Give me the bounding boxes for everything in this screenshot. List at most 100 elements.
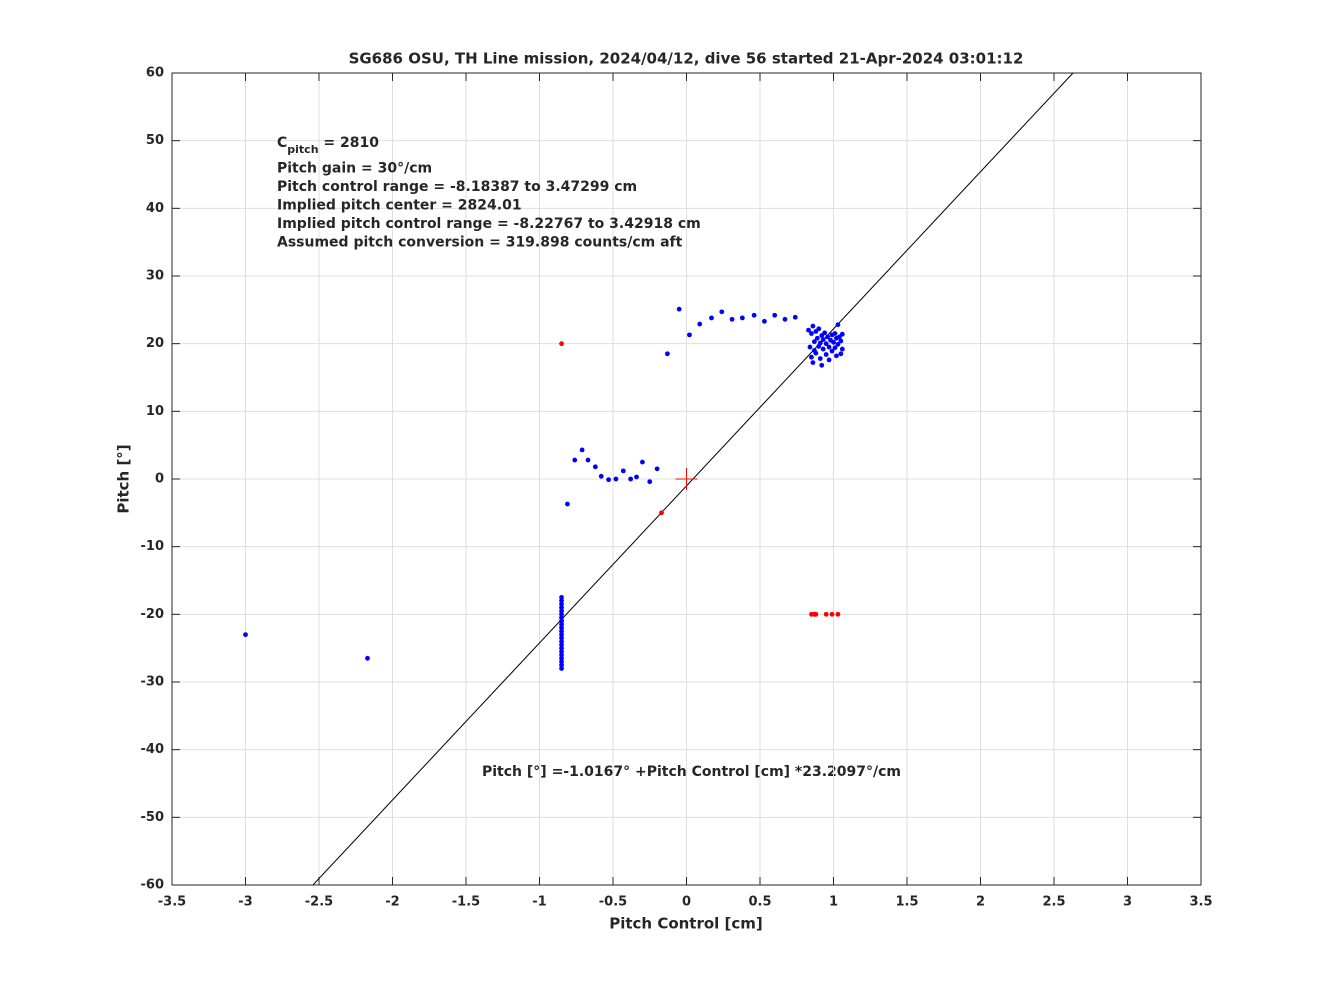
data-point bbox=[592, 464, 598, 470]
x-tick-label: -0.5 bbox=[599, 895, 627, 910]
data-point bbox=[559, 611, 564, 617]
data-point bbox=[813, 350, 819, 356]
data-point bbox=[819, 362, 825, 368]
data-point bbox=[835, 322, 841, 328]
x-tick-label: 3.5 bbox=[1189, 895, 1212, 910]
data-point bbox=[832, 331, 838, 336]
data-point bbox=[585, 457, 591, 463]
y-tick-label: 40 bbox=[146, 201, 164, 216]
data-point bbox=[820, 346, 826, 352]
data-point bbox=[243, 632, 248, 638]
data-point bbox=[628, 476, 634, 482]
data-point bbox=[823, 611, 829, 617]
equation: Pitch [°] =-1.0167° +Pitch Control [cm] … bbox=[482, 764, 901, 780]
data-point bbox=[811, 339, 817, 345]
annotation: Cpitch = 2810 bbox=[277, 135, 379, 156]
data-point bbox=[613, 476, 619, 482]
annotation-suffix: = 2810 bbox=[319, 135, 380, 151]
data-point bbox=[676, 306, 682, 312]
data-point bbox=[606, 477, 611, 483]
data-point bbox=[820, 337, 826, 343]
x-tick-label: 1 bbox=[829, 895, 838, 910]
data-point bbox=[782, 316, 788, 322]
data-point bbox=[709, 315, 714, 321]
data-point bbox=[559, 635, 564, 641]
data-point bbox=[579, 447, 585, 453]
chart-title: SG686 OSU, TH Line mission, 2024/04/12, … bbox=[349, 50, 1024, 68]
data-point bbox=[559, 625, 564, 631]
data-point bbox=[838, 338, 844, 344]
x-tick-label: -1 bbox=[532, 895, 546, 910]
annotation-text: Pitch gain = 30°/cm bbox=[277, 161, 432, 177]
x-tick-label: -3.5 bbox=[158, 895, 186, 910]
data-point bbox=[559, 605, 564, 610]
x-axis-label: Pitch Control [cm] bbox=[609, 915, 763, 933]
data-point bbox=[559, 662, 564, 668]
annotation-text: C bbox=[277, 135, 287, 151]
annotation-text: Implied pitch center = 2824.01 bbox=[277, 198, 522, 214]
data-point bbox=[810, 323, 816, 329]
data-point bbox=[839, 346, 845, 352]
data-point bbox=[823, 352, 829, 357]
data-point bbox=[559, 622, 564, 627]
y-tick-label: 50 bbox=[146, 133, 164, 148]
data-point bbox=[813, 611, 819, 617]
data-point bbox=[814, 335, 820, 341]
y-tick-label: -50 bbox=[141, 810, 165, 825]
x-tick-label: 2.5 bbox=[1042, 895, 1065, 910]
x-tick-label: 1.5 bbox=[895, 895, 918, 910]
data-point bbox=[664, 351, 670, 357]
data-point bbox=[559, 632, 564, 638]
data-point bbox=[751, 312, 757, 318]
data-point bbox=[687, 332, 692, 338]
data-point bbox=[831, 339, 836, 345]
y-tick-label: -10 bbox=[141, 539, 165, 554]
data-point bbox=[762, 318, 767, 324]
y-axis-label: Pitch [°] bbox=[115, 444, 133, 513]
plot-frame bbox=[171, 72, 1202, 886]
annotation: Pitch control range = -8.18387 to 3.4729… bbox=[277, 179, 637, 195]
y-tick-label: 20 bbox=[146, 336, 164, 351]
data-point bbox=[559, 598, 564, 604]
data-point bbox=[640, 459, 645, 465]
x-tick-label: -1.5 bbox=[452, 895, 480, 910]
data-point bbox=[647, 479, 653, 485]
data-point bbox=[559, 655, 564, 661]
y-tick-label: 60 bbox=[146, 66, 164, 81]
data-point bbox=[719, 309, 725, 315]
annotation-text: Implied pitch control range = -8.22767 t… bbox=[277, 216, 701, 232]
data-point bbox=[559, 639, 564, 644]
x-tick-label: 0 bbox=[682, 895, 691, 910]
x-tick-label: -2 bbox=[385, 895, 399, 910]
data-point bbox=[729, 316, 735, 322]
y-tick-label: -30 bbox=[141, 675, 165, 690]
data-point bbox=[835, 341, 841, 347]
x-tick-label: -3 bbox=[238, 895, 252, 910]
annotation: Pitch gain = 30°/cm bbox=[277, 161, 432, 177]
data-point bbox=[823, 341, 829, 347]
y-tick-label: -40 bbox=[141, 742, 165, 757]
data-point bbox=[572, 457, 578, 463]
data-point bbox=[816, 326, 822, 332]
x-tick-label: -2.5 bbox=[305, 895, 333, 910]
data-point bbox=[565, 501, 570, 507]
data-point bbox=[834, 353, 839, 359]
data-point bbox=[697, 321, 703, 327]
plot-area bbox=[243, 73, 1074, 885]
data-point bbox=[825, 334, 831, 340]
data-point bbox=[559, 618, 564, 624]
y-tick-label: 10 bbox=[146, 404, 164, 419]
y-tick-label: -20 bbox=[141, 607, 165, 622]
data-point bbox=[559, 666, 564, 671]
annotation-subscript: pitch bbox=[287, 143, 318, 156]
data-point bbox=[822, 330, 828, 336]
y-tick-label: 0 bbox=[155, 472, 164, 487]
annotation: Assumed pitch conversion = 319.898 count… bbox=[277, 235, 683, 251]
data-point bbox=[559, 652, 564, 658]
data-point bbox=[809, 354, 814, 360]
data-point bbox=[809, 331, 814, 336]
data-point bbox=[559, 628, 564, 634]
data-point bbox=[838, 351, 844, 357]
